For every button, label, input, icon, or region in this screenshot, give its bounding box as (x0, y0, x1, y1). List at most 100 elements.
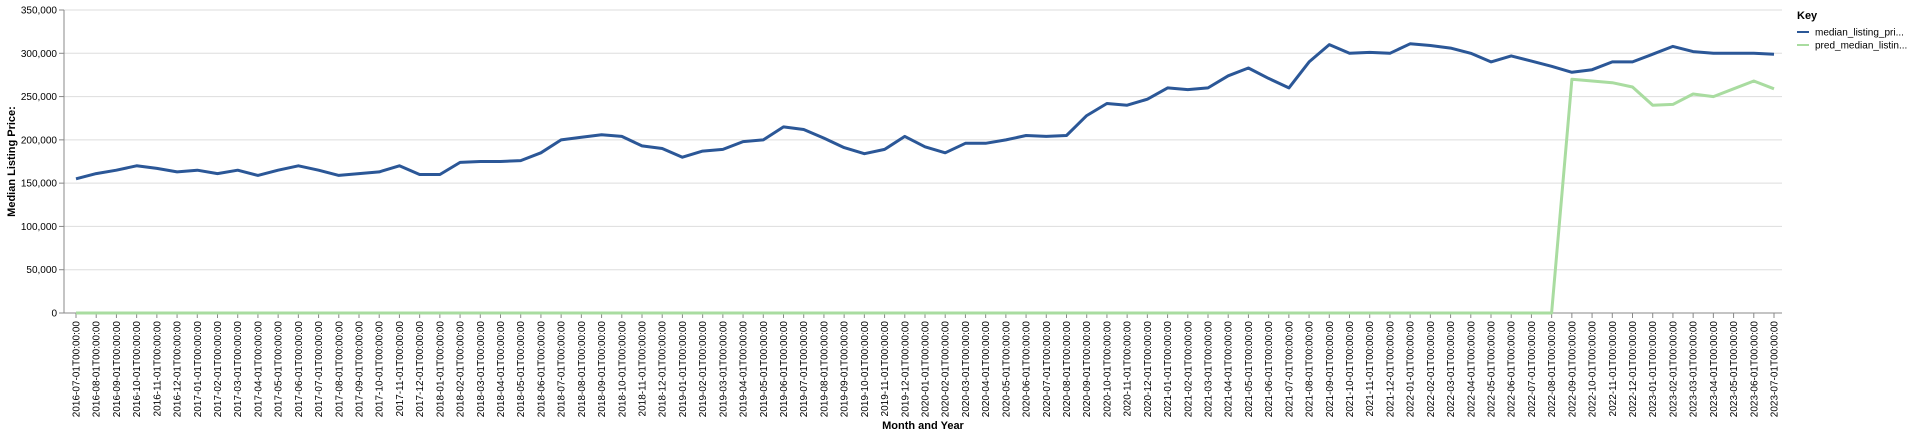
x-tick-label: 2021-09-01T00:00:00 (1325, 321, 1336, 418)
x-tick-label: 2018-04-01T00:00:00 (496, 321, 507, 418)
x-tick-label: 2016-09-01T00:00:00 (112, 321, 123, 418)
x-tick-label: 2016-10-01T00:00:00 (132, 321, 143, 418)
x-tick-label: 2020-09-01T00:00:00 (1082, 321, 1093, 418)
x-tick-label: 2022-02-01T00:00:00 (1426, 321, 1437, 418)
x-tick-label: 2018-08-01T00:00:00 (577, 321, 588, 418)
x-tick-label: 2019-06-01T00:00:00 (779, 321, 790, 418)
x-tick-label: 2023-01-01T00:00:00 (1648, 321, 1659, 418)
x-tick-label: 2022-09-01T00:00:00 (1567, 321, 1578, 418)
x-tick-label: 2018-11-01T00:00:00 (638, 321, 649, 417)
x-tick-label: 2023-07-01T00:00:00 (1770, 321, 1781, 418)
x-tick-label: 2016-07-01T00:00:00 (72, 321, 83, 418)
x-tick-label: 2022-12-01T00:00:00 (1628, 321, 1639, 418)
x-tick-label: 2017-11-01T00:00:00 (395, 321, 406, 417)
x-tick-label: 2020-04-01T00:00:00 (981, 321, 992, 418)
x-tick-label: 2022-10-01T00:00:00 (1588, 321, 1599, 418)
x-tick-label: 2022-06-01T00:00:00 (1507, 321, 1518, 418)
x-tick-label: 2017-06-01T00:00:00 (294, 321, 305, 418)
x-tick-label: 2017-09-01T00:00:00 (355, 321, 366, 418)
y-tick-label: 300,000 (21, 49, 58, 60)
x-tick-label: 2019-08-01T00:00:00 (819, 321, 830, 418)
series-line-pred (76, 77, 1775, 315)
x-tick-label: 2020-01-01T00:00:00 (921, 321, 932, 418)
x-tick-label: 2020-07-01T00:00:00 (1042, 321, 1053, 418)
x-tick-label: 2022-04-01T00:00:00 (1466, 321, 1477, 418)
x-tick-label: 2017-04-01T00:00:00 (253, 321, 264, 418)
x-tick-label: 2019-10-01T00:00:00 (860, 321, 871, 418)
x-tick-label: 2017-01-01T00:00:00 (193, 321, 204, 418)
x-tick-label: 2021-07-01T00:00:00 (1284, 321, 1295, 418)
x-tick-label: 2019-01-01T00:00:00 (678, 321, 689, 418)
x-tick-label: 2021-04-01T00:00:00 (1224, 321, 1235, 418)
x-tick-label: 2020-10-01T00:00:00 (1102, 321, 1113, 418)
y-tick-label: 100,000 (21, 222, 58, 233)
x-tick-label: 2018-07-01T00:00:00 (557, 321, 568, 418)
y-tick-label: 150,000 (21, 179, 58, 190)
x-tick-label: 2018-10-01T00:00:00 (617, 321, 628, 418)
x-tick-label: 2021-05-01T00:00:00 (1244, 321, 1255, 418)
x-tick-label: 2018-09-01T00:00:00 (597, 321, 608, 418)
x-tick-label: 2023-05-01T00:00:00 (1729, 321, 1740, 418)
x-tick-label: 2018-02-01T00:00:00 (456, 321, 467, 418)
x-tick-label: 2021-02-01T00:00:00 (1183, 321, 1194, 418)
x-axis: 2016-07-01T00:00:00 2016-08-01T00:00:00 20… (64, 312, 1782, 418)
x-tick-label: 2018-12-01T00:00:00 (658, 321, 669, 418)
x-tick-label: 2021-06-01T00:00:00 (1264, 321, 1275, 418)
x-tick-label: 2019-07-01T00:00:00 (799, 321, 810, 418)
x-tick-label: 2016-11-01T00:00:00 (152, 321, 163, 417)
x-tick-label: 2017-03-01T00:00:00 (233, 321, 244, 418)
x-tick-label: 2017-12-01T00:00:00 (415, 321, 426, 418)
x-tick-label: 2020-05-01T00:00:00 (1001, 321, 1012, 418)
x-tick-label: 2020-11-01T00:00:00 (1123, 321, 1134, 417)
x-tick-label: 2020-12-01T00:00:00 (1143, 321, 1154, 418)
legend-item-pred: pred_median_listin... (1797, 41, 1907, 52)
x-tick-label: 2021-12-01T00:00:00 (1385, 321, 1396, 418)
legend-label-pred: pred_median_listin... (1815, 41, 1907, 52)
x-tick-label: 2017-07-01T00:00:00 (314, 321, 325, 418)
legend-label-median: median_listing_pri... (1815, 28, 1904, 39)
x-tick-label: 2020-06-01T00:00:00 (1022, 321, 1033, 418)
x-tick-label: 2018-01-01T00:00:00 (435, 321, 446, 418)
x-tick-label: 2017-02-01T00:00:00 (213, 321, 224, 418)
y-tick-label: 0 (51, 309, 57, 320)
x-tick-label: 2021-11-01T00:00:00 (1365, 321, 1376, 417)
x-tick-label: 2022-01-01T00:00:00 (1406, 321, 1417, 418)
x-tick-label: 2019-03-01T00:00:00 (718, 321, 729, 418)
x-tick-label: 2018-06-01T00:00:00 (536, 321, 547, 418)
y-tick-label: 200,000 (21, 135, 58, 146)
legend-item-median: median_listing_pri... (1797, 28, 1904, 39)
x-tick-label: 2023-03-01T00:00:00 (1689, 321, 1700, 418)
x-tick-label: 2023-02-01T00:00:00 (1668, 321, 1679, 418)
x-tick-label: 2022-05-01T00:00:00 (1487, 321, 1498, 418)
x-tick-label: 2020-03-01T00:00:00 (961, 321, 972, 418)
x-tick-label: 2021-03-01T00:00:00 (1204, 321, 1215, 418)
x-tick-label: 2022-08-01T00:00:00 (1547, 321, 1558, 418)
y-tick-label: 350,000 (21, 6, 58, 17)
x-tick-label: 2017-05-01T00:00:00 (274, 321, 285, 418)
x-tick-label: 2018-03-01T00:00:00 (476, 321, 487, 418)
y-axis-title: Median Listing Price: (6, 106, 18, 217)
x-tick-label: 2021-08-01T00:00:00 (1305, 321, 1316, 418)
series-line-median (75, 42, 1775, 181)
x-tick-label: 2019-04-01T00:00:00 (739, 321, 750, 418)
x-tick-label: 2019-02-01T00:00:00 (698, 321, 709, 418)
series-lines (75, 42, 1775, 315)
y-tick-label: 250,000 (21, 92, 58, 103)
x-tick-label: 2022-11-01T00:00:00 (1608, 321, 1619, 417)
x-tick-label: 2019-09-01T00:00:00 (840, 321, 851, 418)
x-tick-label: 2021-01-01T00:00:00 (1163, 321, 1174, 418)
x-tick-label: 2022-03-01T00:00:00 (1446, 321, 1457, 418)
x-axis-title: Month and Year (882, 420, 964, 432)
x-tick-label: 2017-08-01T00:00:00 (334, 321, 345, 418)
x-tick-label: 2021-10-01T00:00:00 (1345, 321, 1356, 418)
x-tick-label: 2018-05-01T00:00:00 (516, 321, 527, 418)
x-tick-label: 2022-07-01T00:00:00 (1527, 321, 1538, 418)
x-tick-label: 2016-12-01T00:00:00 (173, 321, 184, 418)
legend: Key median_listing_pri... pred_median_li… (1797, 10, 1907, 52)
x-tick-label: 2019-12-01T00:00:00 (900, 321, 911, 418)
y-axis: 0 50,000 100,000 150,000 200,000 250,000 300,0… (21, 6, 65, 320)
x-tick-label: 2020-08-01T00:00:00 (1062, 321, 1073, 418)
x-tick-label: 2017-10-01T00:00:00 (375, 321, 386, 418)
grid-lines (64, 9, 1782, 314)
